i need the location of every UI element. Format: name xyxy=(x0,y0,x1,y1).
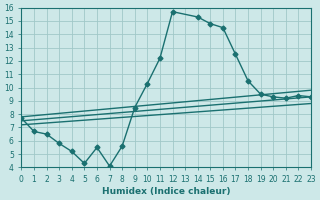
X-axis label: Humidex (Indice chaleur): Humidex (Indice chaleur) xyxy=(102,187,230,196)
